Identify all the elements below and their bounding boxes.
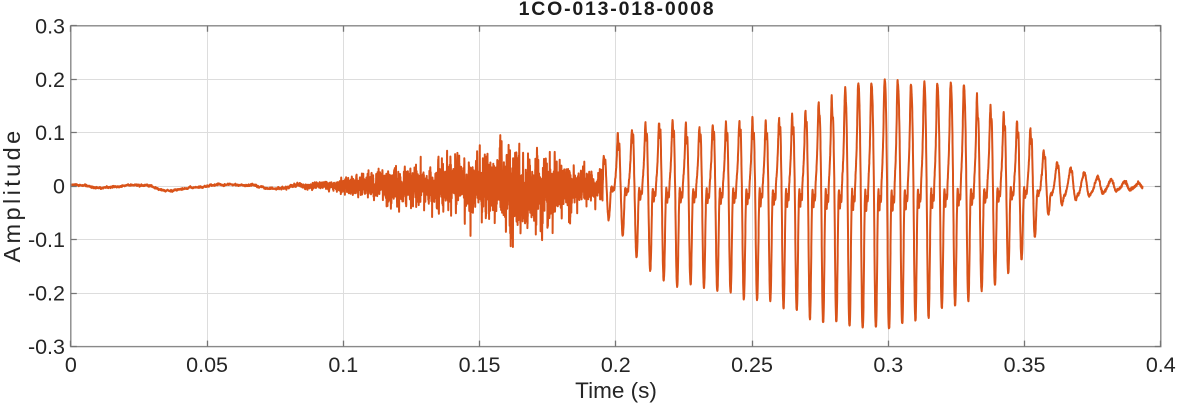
svg-text:0.2: 0.2 [601, 353, 631, 377]
svg-text:-0.1: -0.1 [28, 228, 65, 252]
svg-text:0: 0 [65, 353, 77, 377]
svg-text:0.3: 0.3 [873, 353, 903, 377]
svg-text:1CO-013-018-0008: 1CO-013-018-0008 [519, 0, 716, 20]
svg-text:0.1: 0.1 [328, 353, 358, 377]
svg-text:0.05: 0.05 [186, 353, 228, 377]
svg-text:0.25: 0.25 [731, 353, 773, 377]
svg-text:0.3: 0.3 [35, 14, 65, 38]
svg-text:0.35: 0.35 [1004, 353, 1046, 377]
svg-text:Time (s): Time (s) [575, 378, 657, 403]
svg-text:0.1: 0.1 [35, 121, 65, 145]
svg-text:-0.3: -0.3 [28, 335, 65, 359]
svg-text:Amplitude: Amplitude [0, 127, 25, 262]
svg-text:0: 0 [53, 175, 65, 199]
svg-text:0.4: 0.4 [1146, 353, 1176, 377]
svg-text:0.2: 0.2 [35, 68, 65, 92]
svg-text:-0.2: -0.2 [28, 282, 65, 306]
svg-text:0.15: 0.15 [459, 353, 501, 377]
